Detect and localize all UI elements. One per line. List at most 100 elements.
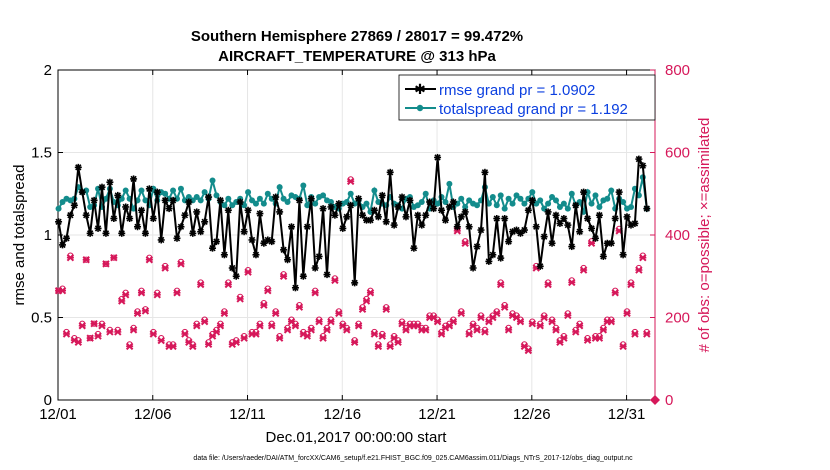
rmse-point: [398, 193, 406, 201]
rmse-point-stroke: [596, 212, 603, 219]
obs-assimilated-point: [62, 330, 71, 338]
obs-assimilated-point: [433, 317, 442, 326]
rmse-point: [173, 234, 181, 242]
rmse-point-stroke: [296, 197, 303, 204]
rmse-point-stroke: [134, 223, 141, 230]
rmse-point: [220, 251, 228, 259]
rmse-point: [86, 229, 94, 237]
obs-assimilated-point: [86, 334, 94, 342]
rmse-point: [414, 211, 422, 219]
rmse-point-stroke: [612, 215, 619, 222]
obs-assimilated-point: [94, 332, 102, 340]
rmse-point: [284, 256, 292, 264]
obs-assimilated-point: [271, 309, 280, 318]
obs-assimilated-point: [536, 322, 544, 330]
rmse-point: [185, 198, 193, 206]
obs-assimilated-point: [118, 297, 126, 305]
totalspread-point: [59, 199, 66, 205]
rmse-point-stroke: [497, 254, 504, 262]
obs-assimilated-point: [193, 322, 201, 330]
totalspread-point: [549, 194, 556, 201]
rmse-point: [303, 223, 311, 231]
obs-assimilated-point: [82, 256, 90, 264]
rmse-point: [556, 219, 564, 227]
obs-assimilated-point: [560, 334, 568, 342]
rmse-point: [209, 244, 217, 252]
rmse-point: [501, 215, 509, 222]
rmse-point: [572, 201, 580, 209]
rmse-point: [311, 264, 319, 272]
totalspread-point: [537, 197, 544, 204]
y2-axis-label: # of obs: o=possible; ×=assimilated: [696, 118, 713, 353]
rmse-point: [370, 206, 378, 214]
obs-assimilated-point: [378, 332, 386, 340]
rmse-point: [248, 236, 256, 244]
rmse-point: [536, 262, 544, 270]
rmse-point: [347, 201, 355, 209]
rmse-point-stroke: [201, 218, 208, 225]
rmse-point-stroke: [86, 230, 94, 237]
totalspread-point: [102, 195, 109, 202]
totalspread-point: [264, 190, 271, 197]
obs-assimilated-point: [350, 338, 359, 346]
rmse-point-stroke: [564, 221, 571, 229]
rmse-point-stroke: [185, 198, 193, 206]
obs-assimilated-point: [157, 336, 165, 345]
rmse-point: [635, 155, 643, 163]
rmse-point: [216, 196, 224, 204]
rmse-point: [102, 229, 110, 237]
totalspread-point: [193, 194, 200, 201]
totalspread-point: [501, 205, 508, 212]
obs-assimilated-point: [224, 280, 233, 289]
rmse-point-stroke: [592, 235, 599, 242]
obs-assimilated-point: [106, 328, 114, 336]
rmse-point: [394, 203, 402, 211]
obs-assimilated-point: [311, 289, 319, 297]
obs-assimilated-point: [212, 328, 221, 336]
x-tick-label: 12/31: [608, 406, 646, 423]
totalspread-point: [197, 197, 204, 204]
rmse-point-stroke: [387, 169, 394, 176]
rmse-point: [524, 206, 532, 214]
obs-assimilated-point: [631, 330, 639, 338]
rmse-point-stroke: [537, 263, 544, 270]
rmse-point-stroke: [229, 264, 236, 272]
rmse-point: [228, 264, 236, 272]
totalspread-point: [225, 195, 232, 202]
rmse-point-stroke: [402, 213, 410, 221]
rmse-point: [114, 191, 122, 199]
obs-assimilated-point: [78, 322, 86, 330]
rmse-point: [157, 236, 165, 244]
obs-assimilated-point: [177, 260, 185, 268]
rmse-point: [94, 224, 102, 232]
obs-assimilated-point: [639, 253, 647, 262]
obs-assimilated-point: [595, 334, 604, 342]
rmse-point: [323, 271, 331, 279]
rmse-point-stroke: [142, 230, 149, 237]
rmse-point: [280, 246, 288, 254]
rmse-point: [615, 188, 623, 196]
rmse-point-stroke: [154, 188, 161, 196]
totalspread-point: [221, 202, 228, 209]
rmse-point-stroke: [213, 238, 220, 245]
rmse-point: [236, 198, 244, 206]
rmse-point: [591, 234, 599, 242]
obs-assimilated-point: [315, 317, 323, 326]
rmse-point: [418, 221, 426, 229]
rmse-point: [149, 215, 157, 222]
rmse-point-stroke: [623, 213, 631, 221]
rmse-point: [619, 251, 627, 259]
totalspread-point: [497, 192, 504, 199]
rmse-point-stroke: [181, 212, 189, 219]
rmse-point-stroke: [193, 208, 200, 216]
rmse-point-stroke: [114, 192, 121, 199]
rmse-point-stroke: [560, 215, 568, 222]
rmse-point-stroke: [102, 230, 110, 237]
y2-tick-label: 400: [665, 227, 690, 244]
obs-assimilated-point: [619, 342, 627, 351]
rmse-point-stroke: [146, 185, 153, 192]
obs-assimilated-point: [220, 309, 229, 318]
rmse-point: [426, 198, 434, 206]
rmse-point: [489, 251, 497, 259]
totalspread-point: [564, 205, 571, 212]
